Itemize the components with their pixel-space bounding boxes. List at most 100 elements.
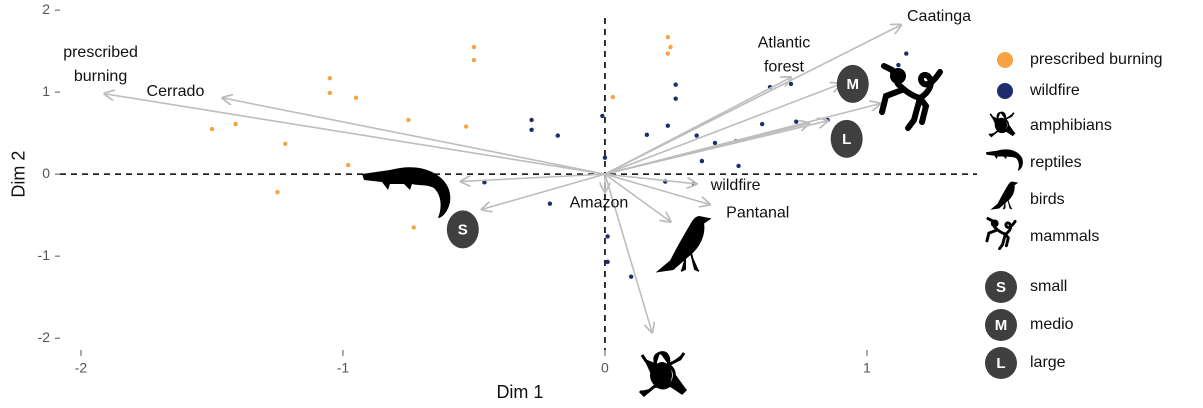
legend-label: mammals: [1030, 228, 1099, 245]
legend-badge: [985, 347, 1017, 379]
point: [471, 57, 477, 63]
loading-arrow: [604, 123, 809, 175]
point: [411, 225, 416, 230]
loading-arrow: [604, 173, 671, 222]
point: [602, 155, 608, 160]
loading-arrow: [604, 173, 652, 332]
point: [471, 44, 477, 50]
point: [896, 62, 901, 68]
point: [327, 90, 333, 96]
loading-arrow: [482, 173, 606, 209]
point: [736, 163, 741, 169]
point: [665, 34, 671, 40]
point: [406, 117, 411, 123]
arrow-label: wildfire: [710, 177, 761, 194]
legend-label: medio: [1030, 316, 1074, 333]
legend-label: birds: [1030, 191, 1065, 208]
y-tick-label: -1: [38, 247, 51, 263]
arrow-label: prescribed: [63, 44, 138, 61]
point: [673, 82, 678, 87]
legend-badge: [985, 309, 1017, 341]
point: [699, 158, 705, 164]
legend-label: amphibians: [1030, 117, 1112, 134]
point: [547, 201, 553, 206]
size-badge: [836, 64, 869, 103]
point: [794, 119, 799, 124]
point: [555, 133, 560, 138]
legend-label: wildfire: [1029, 82, 1080, 99]
point: [353, 95, 359, 101]
point: [233, 121, 238, 127]
size-badge-text: M: [847, 76, 860, 93]
bird-icon: [658, 216, 710, 272]
point: [209, 126, 215, 132]
x-tick-label: -1: [337, 360, 350, 376]
loading-arrow: [604, 173, 710, 204]
y-tick-label: 2: [42, 1, 50, 17]
x-tick-label: 1: [863, 360, 871, 376]
point: [463, 124, 469, 129]
legend-label: prescribed burning: [1030, 51, 1163, 68]
plot-area: -2 -1 0 1 2 -2 -1 0 1 Dim 1 Dim 2 prescribed burning…: [9, 1, 977, 402]
x-axis-title: Dim 1: [496, 382, 543, 402]
point: [605, 259, 610, 265]
arrow-label: Cerrado: [147, 83, 205, 100]
legend-badge-text: L: [996, 355, 1005, 372]
legend-bird-icon: [991, 181, 1018, 210]
legend-badge-text: M: [995, 317, 1008, 334]
point: [529, 127, 534, 133]
arrow-label: forest: [764, 59, 805, 76]
point: [712, 140, 718, 146]
point: [600, 113, 605, 119]
loading-arrow: [604, 84, 841, 175]
point: [904, 51, 909, 56]
size-badge-text: L: [842, 131, 851, 148]
loading-arrow: [604, 77, 791, 175]
point: [644, 132, 650, 137]
point: [694, 133, 699, 138]
x-tick-label: -2: [75, 360, 88, 376]
point: [788, 81, 794, 87]
arrow-label: burning: [74, 68, 127, 85]
legend-swatch: [997, 83, 1013, 99]
point: [665, 123, 671, 128]
arrow-label: Atlantic: [758, 35, 810, 52]
y-tick-label: 1: [42, 83, 50, 99]
legend: prescribed burning wildfire amphibians rept…: [985, 51, 1163, 379]
legend-label: reptiles: [1030, 154, 1082, 171]
loading-arrow: [604, 173, 697, 184]
loading-arrow: [222, 98, 606, 175]
point: [610, 94, 616, 100]
point: [628, 274, 634, 279]
size-badge: [446, 210, 479, 249]
legend-badge: [985, 271, 1017, 303]
size-badge-text: S: [458, 221, 468, 238]
arrow-label: Pantanal: [726, 205, 789, 222]
legend-mammal-icon: [985, 217, 1017, 251]
point: [327, 75, 333, 81]
mammal-icon: [882, 66, 940, 128]
arrow-label: Caatinga: [907, 8, 971, 25]
point: [275, 189, 280, 195]
y-tick-label: 0: [42, 165, 50, 181]
point: [605, 234, 610, 239]
legend-badge-text: S: [996, 279, 1006, 296]
point: [529, 117, 534, 123]
loading-arrow: [461, 173, 606, 181]
point: [346, 162, 351, 168]
legend-label: large: [1030, 354, 1066, 371]
legend-amphibian-icon: [988, 111, 1016, 138]
point: [673, 96, 678, 101]
amphibian-icon: [638, 351, 688, 397]
point: [665, 51, 671, 56]
y-axis-title: Dim 2: [9, 151, 29, 198]
x-tick-label: 0: [601, 360, 609, 376]
point: [283, 141, 288, 146]
point: [482, 180, 487, 185]
arrow-label: Amazon: [570, 194, 629, 211]
legend-swatch: [997, 52, 1013, 68]
y-tick-label: -2: [38, 329, 51, 345]
size-badge: [830, 119, 863, 158]
legend-label: small: [1030, 278, 1067, 295]
